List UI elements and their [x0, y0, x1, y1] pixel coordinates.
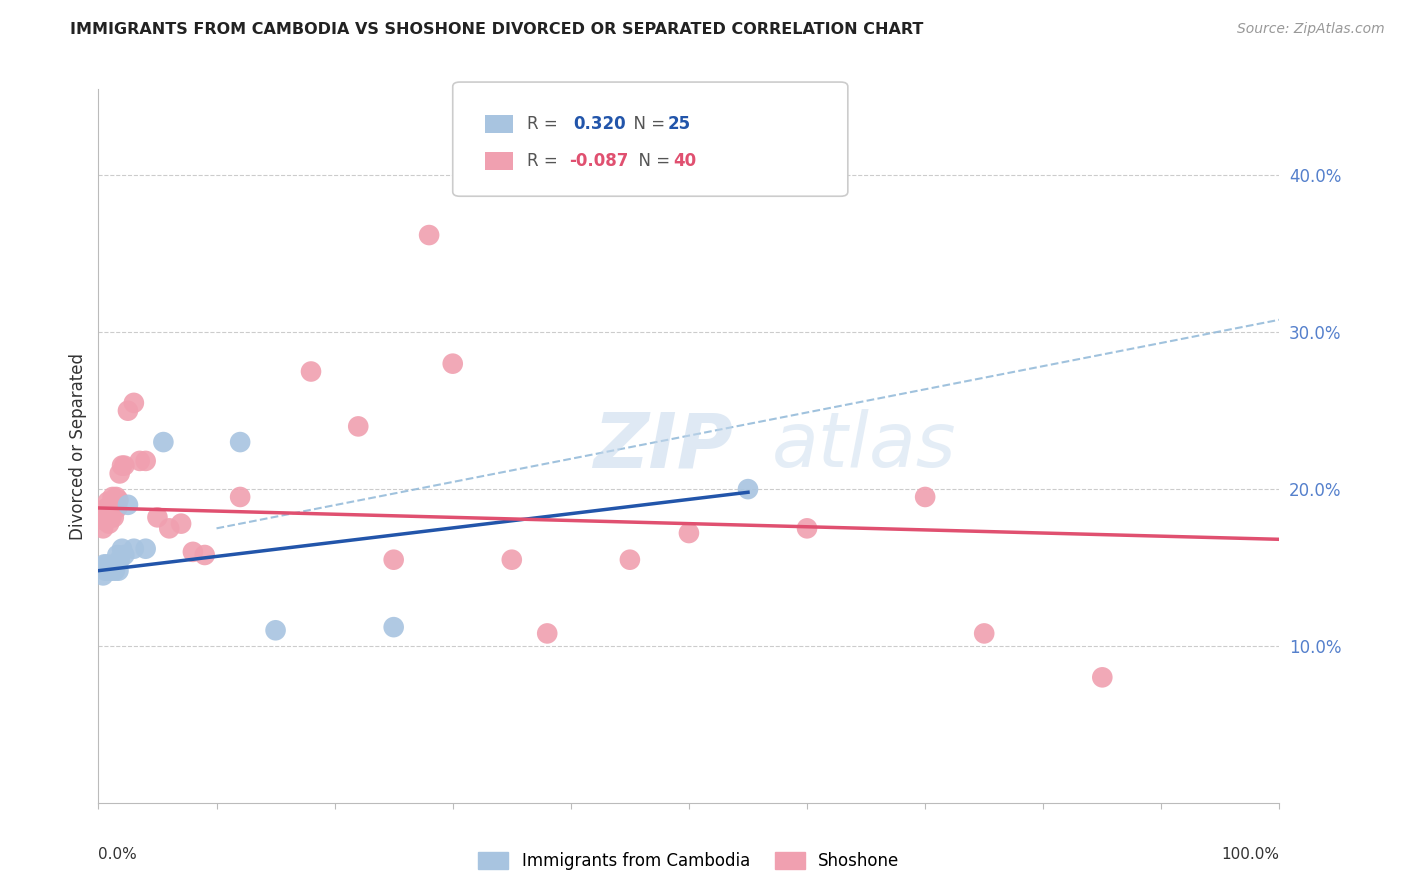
Point — [108, 552, 131, 566]
Text: R =: R = — [527, 115, 568, 133]
Point — [94, 506, 117, 520]
Point — [93, 514, 115, 528]
Point — [105, 548, 128, 562]
Point — [98, 560, 121, 574]
Point — [135, 541, 157, 556]
Point — [347, 419, 370, 434]
Point — [100, 564, 122, 578]
Point — [107, 564, 129, 578]
Point — [441, 357, 464, 371]
Point — [97, 560, 120, 574]
Text: -0.087: -0.087 — [569, 153, 628, 170]
Point — [229, 490, 252, 504]
Point — [122, 541, 145, 556]
Point — [98, 564, 121, 578]
Point — [678, 526, 700, 541]
Point — [98, 516, 121, 531]
Text: 100.0%: 100.0% — [1222, 847, 1279, 862]
Point — [382, 620, 405, 634]
Text: ZIP: ZIP — [595, 409, 734, 483]
Text: IMMIGRANTS FROM CAMBODIA VS SHOSHONE DIVORCED OR SEPARATED CORRELATION CHART: IMMIGRANTS FROM CAMBODIA VS SHOSHONE DIV… — [70, 22, 924, 37]
Point — [91, 568, 114, 582]
Point — [96, 500, 118, 515]
Text: 0.320: 0.320 — [574, 115, 626, 133]
Point — [111, 458, 134, 473]
Point — [146, 510, 169, 524]
Point — [112, 458, 135, 473]
Point — [117, 498, 139, 512]
Point — [128, 454, 150, 468]
Point — [194, 548, 217, 562]
Legend: Immigrants from Cambodia, Shoshone: Immigrants from Cambodia, Shoshone — [471, 845, 907, 877]
Point — [101, 490, 124, 504]
Point — [108, 467, 131, 481]
Text: 25: 25 — [668, 115, 690, 133]
Point — [98, 510, 121, 524]
Point — [382, 552, 405, 566]
Text: Source: ZipAtlas.com: Source: ZipAtlas.com — [1237, 22, 1385, 37]
Point — [737, 482, 759, 496]
Point — [112, 548, 135, 562]
Point — [152, 435, 174, 450]
Point — [97, 494, 120, 508]
Point — [104, 564, 127, 578]
Point — [170, 516, 193, 531]
Text: N =: N = — [628, 153, 676, 170]
Point — [796, 521, 818, 535]
Text: N =: N = — [623, 115, 671, 133]
Point — [122, 396, 145, 410]
Point — [914, 490, 936, 504]
Point — [94, 564, 117, 578]
Text: atlas: atlas — [772, 409, 956, 483]
Point — [91, 521, 114, 535]
Point — [105, 500, 128, 515]
Point — [135, 454, 157, 468]
Point — [101, 560, 124, 574]
Point — [1091, 670, 1114, 684]
Point — [105, 490, 128, 504]
Point — [418, 228, 440, 243]
Y-axis label: Divorced or Separated: Divorced or Separated — [69, 352, 87, 540]
Point — [299, 364, 322, 378]
Point — [96, 558, 118, 572]
Point — [229, 435, 252, 450]
Point — [105, 558, 128, 572]
Point — [619, 552, 641, 566]
Point — [117, 403, 139, 417]
Point — [157, 521, 180, 535]
Point — [264, 624, 287, 638]
Point — [501, 552, 523, 566]
Point — [107, 493, 129, 508]
Point — [103, 510, 125, 524]
Point — [536, 626, 558, 640]
Point — [973, 626, 995, 640]
Text: 40: 40 — [673, 153, 696, 170]
Text: 0.0%: 0.0% — [98, 847, 138, 862]
Point — [100, 510, 122, 524]
Text: R =: R = — [527, 153, 564, 170]
Point — [93, 558, 115, 572]
Point — [103, 558, 125, 572]
Point — [181, 545, 204, 559]
Point — [111, 541, 134, 556]
Point — [104, 494, 127, 508]
